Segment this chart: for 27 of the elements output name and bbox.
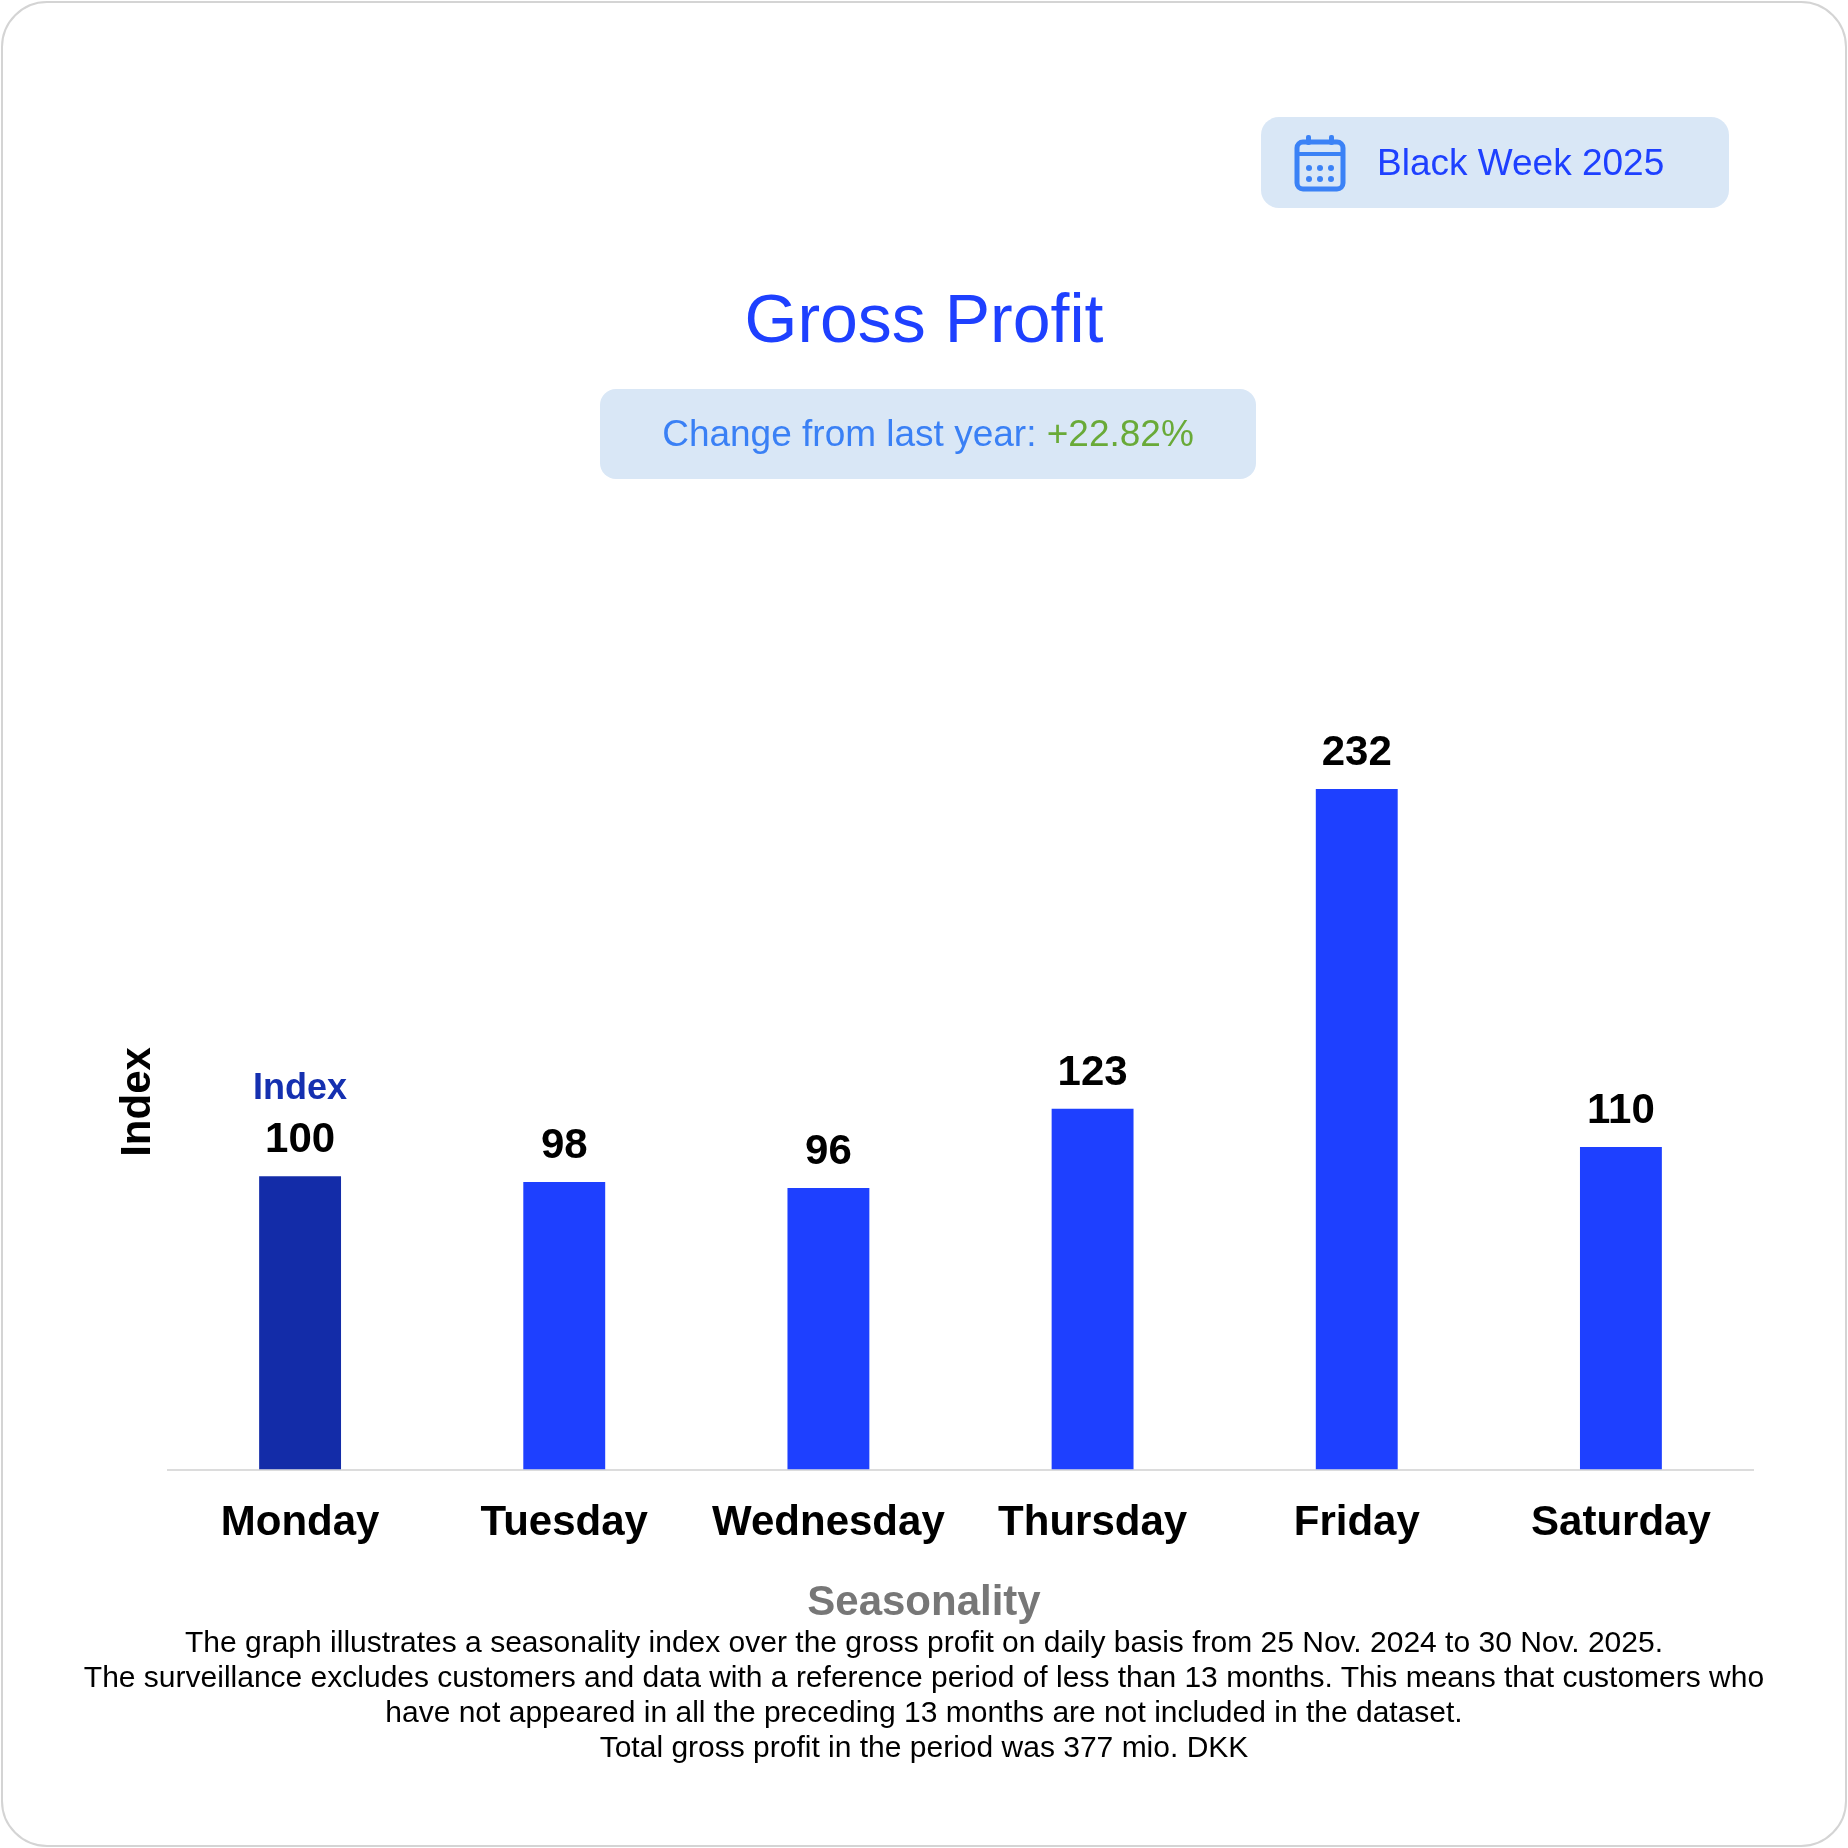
data-label: 110 bbox=[1587, 1084, 1655, 1132]
y-axis-title: Index bbox=[112, 1047, 160, 1157]
text: The surveillance excludes customers and data with a reference period of less than 13 months. This means that customers who have not appeared in all the preceding 13 months are not included in the dataset. bbox=[82, 1659, 1766, 1729]
data-label: 98 bbox=[540, 1120, 588, 1168]
bar bbox=[523, 1182, 606, 1470]
x-tick-label: Wednesday bbox=[712, 1497, 946, 1545]
data-label: 232 bbox=[1321, 727, 1392, 774]
chart-title: Gross Profit bbox=[743, 279, 1105, 358]
data-label: 100 bbox=[265, 1114, 336, 1162]
chart-subtitle: Change from last year: +22.82% bbox=[662, 413, 1194, 454]
data-label: 123 bbox=[1057, 1046, 1128, 1094]
bar bbox=[787, 1187, 870, 1470]
x-tick-label: Friday bbox=[1293, 1497, 1421, 1545]
x-axis-title: Seasonality bbox=[806, 1576, 1042, 1626]
x-tick-label: Monday bbox=[220, 1497, 381, 1545]
data-label: 96 bbox=[805, 1125, 852, 1173]
text: Total gross profit in the period was 377 mio. DKK bbox=[598, 1729, 1250, 1764]
bar bbox=[1579, 1146, 1662, 1470]
bar bbox=[259, 1176, 342, 1470]
date-badge: Black Week 2025 bbox=[1261, 117, 1729, 208]
x-tick-label: Tuesday bbox=[480, 1497, 649, 1545]
x-tick-label: Saturday bbox=[1531, 1497, 1712, 1545]
x-tick-label: Thursday bbox=[998, 1497, 1188, 1545]
annotation: Index bbox=[253, 1066, 348, 1108]
bar bbox=[1051, 1108, 1134, 1470]
text: The graph illustrates a seasonality index over the gross profit on daily basis from 25 Nov. 2024 to 30 Nov. 2025. bbox=[184, 1624, 1664, 1659]
bar bbox=[1315, 789, 1398, 1470]
